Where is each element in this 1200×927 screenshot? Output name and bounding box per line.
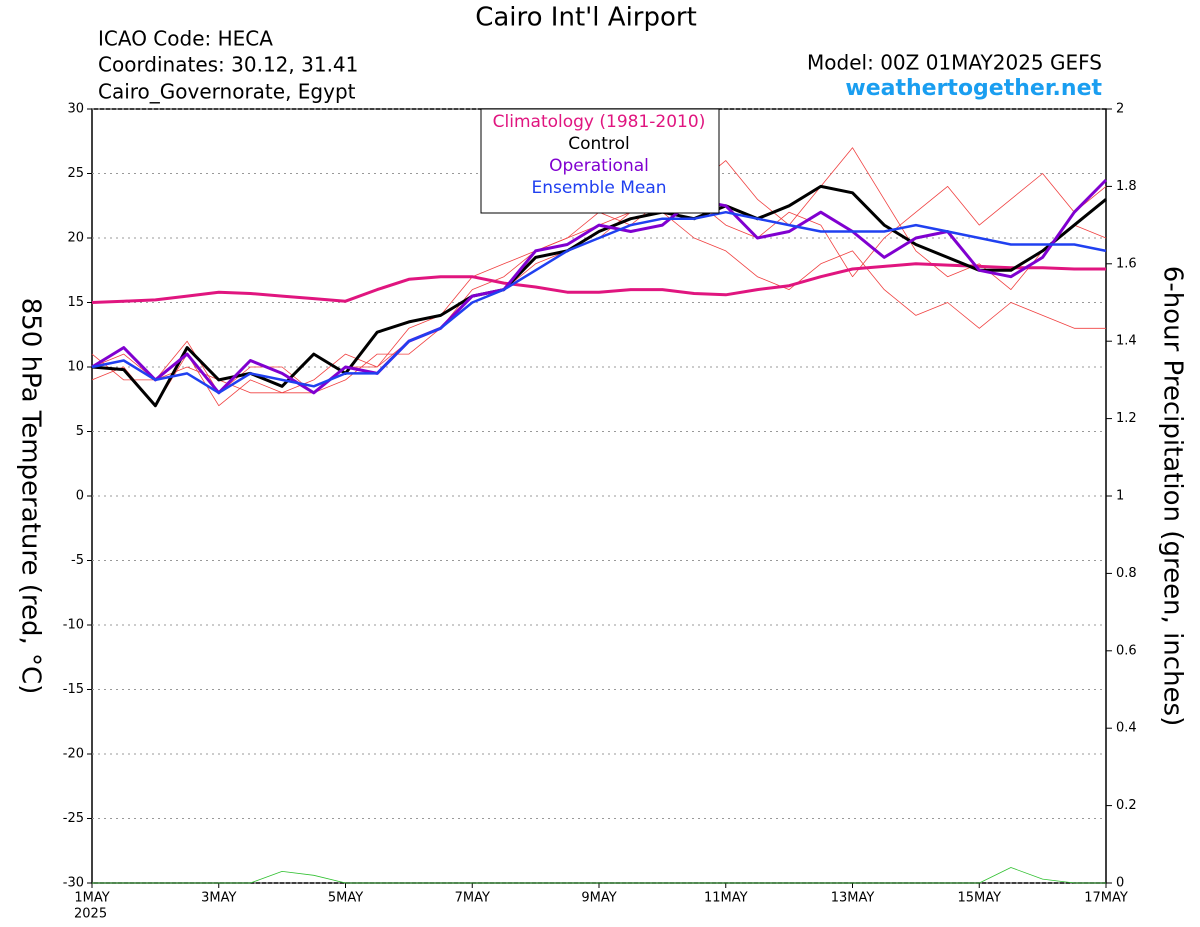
legend-entry: Ensemble Mean [531, 178, 666, 198]
y2-tick-label: 1.4 [1116, 334, 1137, 349]
info-line: ICAO Code: HECA [98, 27, 273, 51]
x-tick-label: 1MAY [74, 891, 109, 906]
y-tick-label: -5 [71, 553, 84, 568]
y2-tick-label: 0.8 [1116, 566, 1137, 581]
series-line [91, 210, 1107, 395]
y2-tick-label: 1.2 [1116, 411, 1137, 426]
x-tick-label: 9MAY [581, 891, 616, 906]
x-tick-label: 15MAY [957, 891, 1001, 906]
y-tick-label: -25 [63, 811, 84, 826]
y2-tick-label: 0.4 [1116, 721, 1137, 736]
y2-tick-label: 0.2 [1116, 798, 1137, 813]
y2-tick-label: 1 [1116, 489, 1124, 504]
series-line [91, 178, 1108, 395]
y2-tick-label: 0.6 [1116, 643, 1137, 658]
y2-axis-label: 6-hour Precipitation (green, inches) [1158, 266, 1188, 726]
x-tick-label: 17MAY [1084, 891, 1128, 906]
y-tick-label: 25 [67, 166, 84, 181]
y-tick-label: 30 [67, 102, 84, 117]
y2-tick-label: 1.8 [1116, 179, 1137, 194]
y-tick-label: 0 [76, 489, 84, 504]
y2-tick-label: 0 [1116, 876, 1124, 891]
series-line [91, 184, 1107, 408]
legend-entry: Climatology (1981-2010) [493, 112, 706, 132]
y-tick-label: -30 [63, 876, 84, 891]
legend-entry: Control [568, 134, 629, 154]
series-line [91, 262, 1106, 304]
y-tick-label: 10 [67, 360, 84, 375]
year-label: 2025 [74, 907, 107, 922]
y-axis-label: 850 hPa Temperature (red, °C) [16, 298, 46, 695]
y-tick-label: -10 [63, 618, 84, 633]
info-line: Coordinates: 30.12, 31.41 [98, 53, 358, 77]
y-tick-label: -20 [63, 747, 84, 762]
y-tick-label: -15 [63, 682, 84, 697]
y-tick-label: 15 [67, 295, 84, 310]
y-tick-label: 20 [67, 231, 84, 246]
x-tick-label: 7MAY [455, 891, 490, 906]
legend-box [480, 108, 720, 214]
x-tick-label: 13MAY [831, 891, 875, 906]
x-tick-label: 3MAY [201, 891, 236, 906]
y2-tick-label: 2 [1116, 102, 1124, 117]
model-info: Model: 00Z 01MAY2025 GEFS [807, 51, 1102, 75]
legend-entry: Operational [549, 156, 649, 176]
chart-title: Cairo Int'l Airport [475, 3, 697, 33]
site-name: weathertogether.net [845, 76, 1102, 101]
x-tick-label: 5MAY [328, 891, 363, 906]
y2-tick-label: 1.6 [1116, 256, 1137, 271]
y-tick-label: 5 [76, 424, 84, 439]
info-line: Cairo_Governorate, Egypt [98, 80, 356, 104]
precip-line [92, 867, 1106, 884]
x-tick-label: 11MAY [704, 891, 748, 906]
